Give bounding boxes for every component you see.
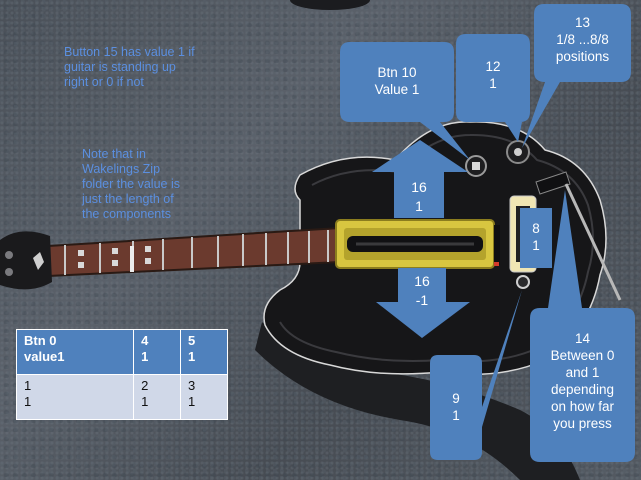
callout-btn8-shape bbox=[520, 208, 552, 268]
frets bbox=[64, 230, 329, 275]
note-button15: Button 15 has value 1 if guitar is stand… bbox=[64, 45, 195, 89]
whammy-mount bbox=[535, 171, 571, 195]
callout-btn9-shape bbox=[430, 290, 522, 460]
button-10-face bbox=[472, 162, 480, 170]
callout-btn14-shape bbox=[530, 190, 635, 462]
table-cell: 4 1 bbox=[133, 329, 182, 375]
table-cell: 5 1 bbox=[180, 329, 228, 375]
note-wakelings: Note that in Wakelings Zip folder the va… bbox=[82, 147, 180, 221]
callout-btn13-text: 13 1/8 ...8/8 positions bbox=[555, 15, 610, 64]
button-value-table: Btn 0 value1 4 1 5 1 1 1 2 1 3 1 bbox=[15, 329, 228, 420]
table-cell: 1 1 bbox=[15, 374, 135, 420]
callout-btn13-shape bbox=[522, 4, 631, 148]
fret-marker bbox=[130, 246, 134, 272]
button-12-face bbox=[514, 148, 522, 156]
arrow-up-shape bbox=[372, 140, 468, 218]
tuning-peg bbox=[5, 251, 13, 259]
headstock-logo bbox=[33, 252, 44, 270]
callout-btn12-text: 12 1 bbox=[485, 59, 501, 91]
callout-btn8-text: 8 1 bbox=[532, 221, 540, 253]
pickguard-gap bbox=[494, 225, 500, 265]
whammy-bar bbox=[564, 183, 622, 301]
headstock bbox=[0, 231, 52, 290]
callout-btn10-text: Btn 10 Value 1 bbox=[374, 65, 420, 97]
tuning-peg bbox=[5, 268, 13, 276]
arrow-down-shape bbox=[376, 268, 470, 338]
arrow-down-text: 16 -1 bbox=[414, 273, 430, 308]
led bbox=[494, 262, 499, 266]
table-header-row: Btn 0 value1 4 1 5 1 bbox=[15, 329, 228, 375]
shoe-shadow bbox=[290, 0, 370, 10]
neck-edge-top bbox=[47, 227, 341, 247]
table-cell: 3 1 bbox=[180, 374, 228, 420]
neck-edge-bottom bbox=[47, 261, 341, 277]
strap bbox=[255, 322, 580, 480]
table-row: 1 1 2 1 3 1 bbox=[15, 374, 228, 420]
table-cell: Btn 0 value1 bbox=[15, 329, 135, 375]
fret-buttons bbox=[78, 246, 151, 268]
callout-btn10-shape bbox=[340, 42, 470, 160]
body-bevel bbox=[279, 133, 594, 363]
arrow-up-text: 16 1 bbox=[411, 179, 427, 214]
callout-btn14-text: 14 Between 0 and 1 depending on how far … bbox=[550, 331, 615, 431]
callout-btn9-text: 9 1 bbox=[452, 391, 460, 423]
table-cell: 2 1 bbox=[133, 374, 182, 420]
callout-btn12-shape bbox=[456, 34, 530, 142]
button-9-hw bbox=[516, 275, 530, 289]
